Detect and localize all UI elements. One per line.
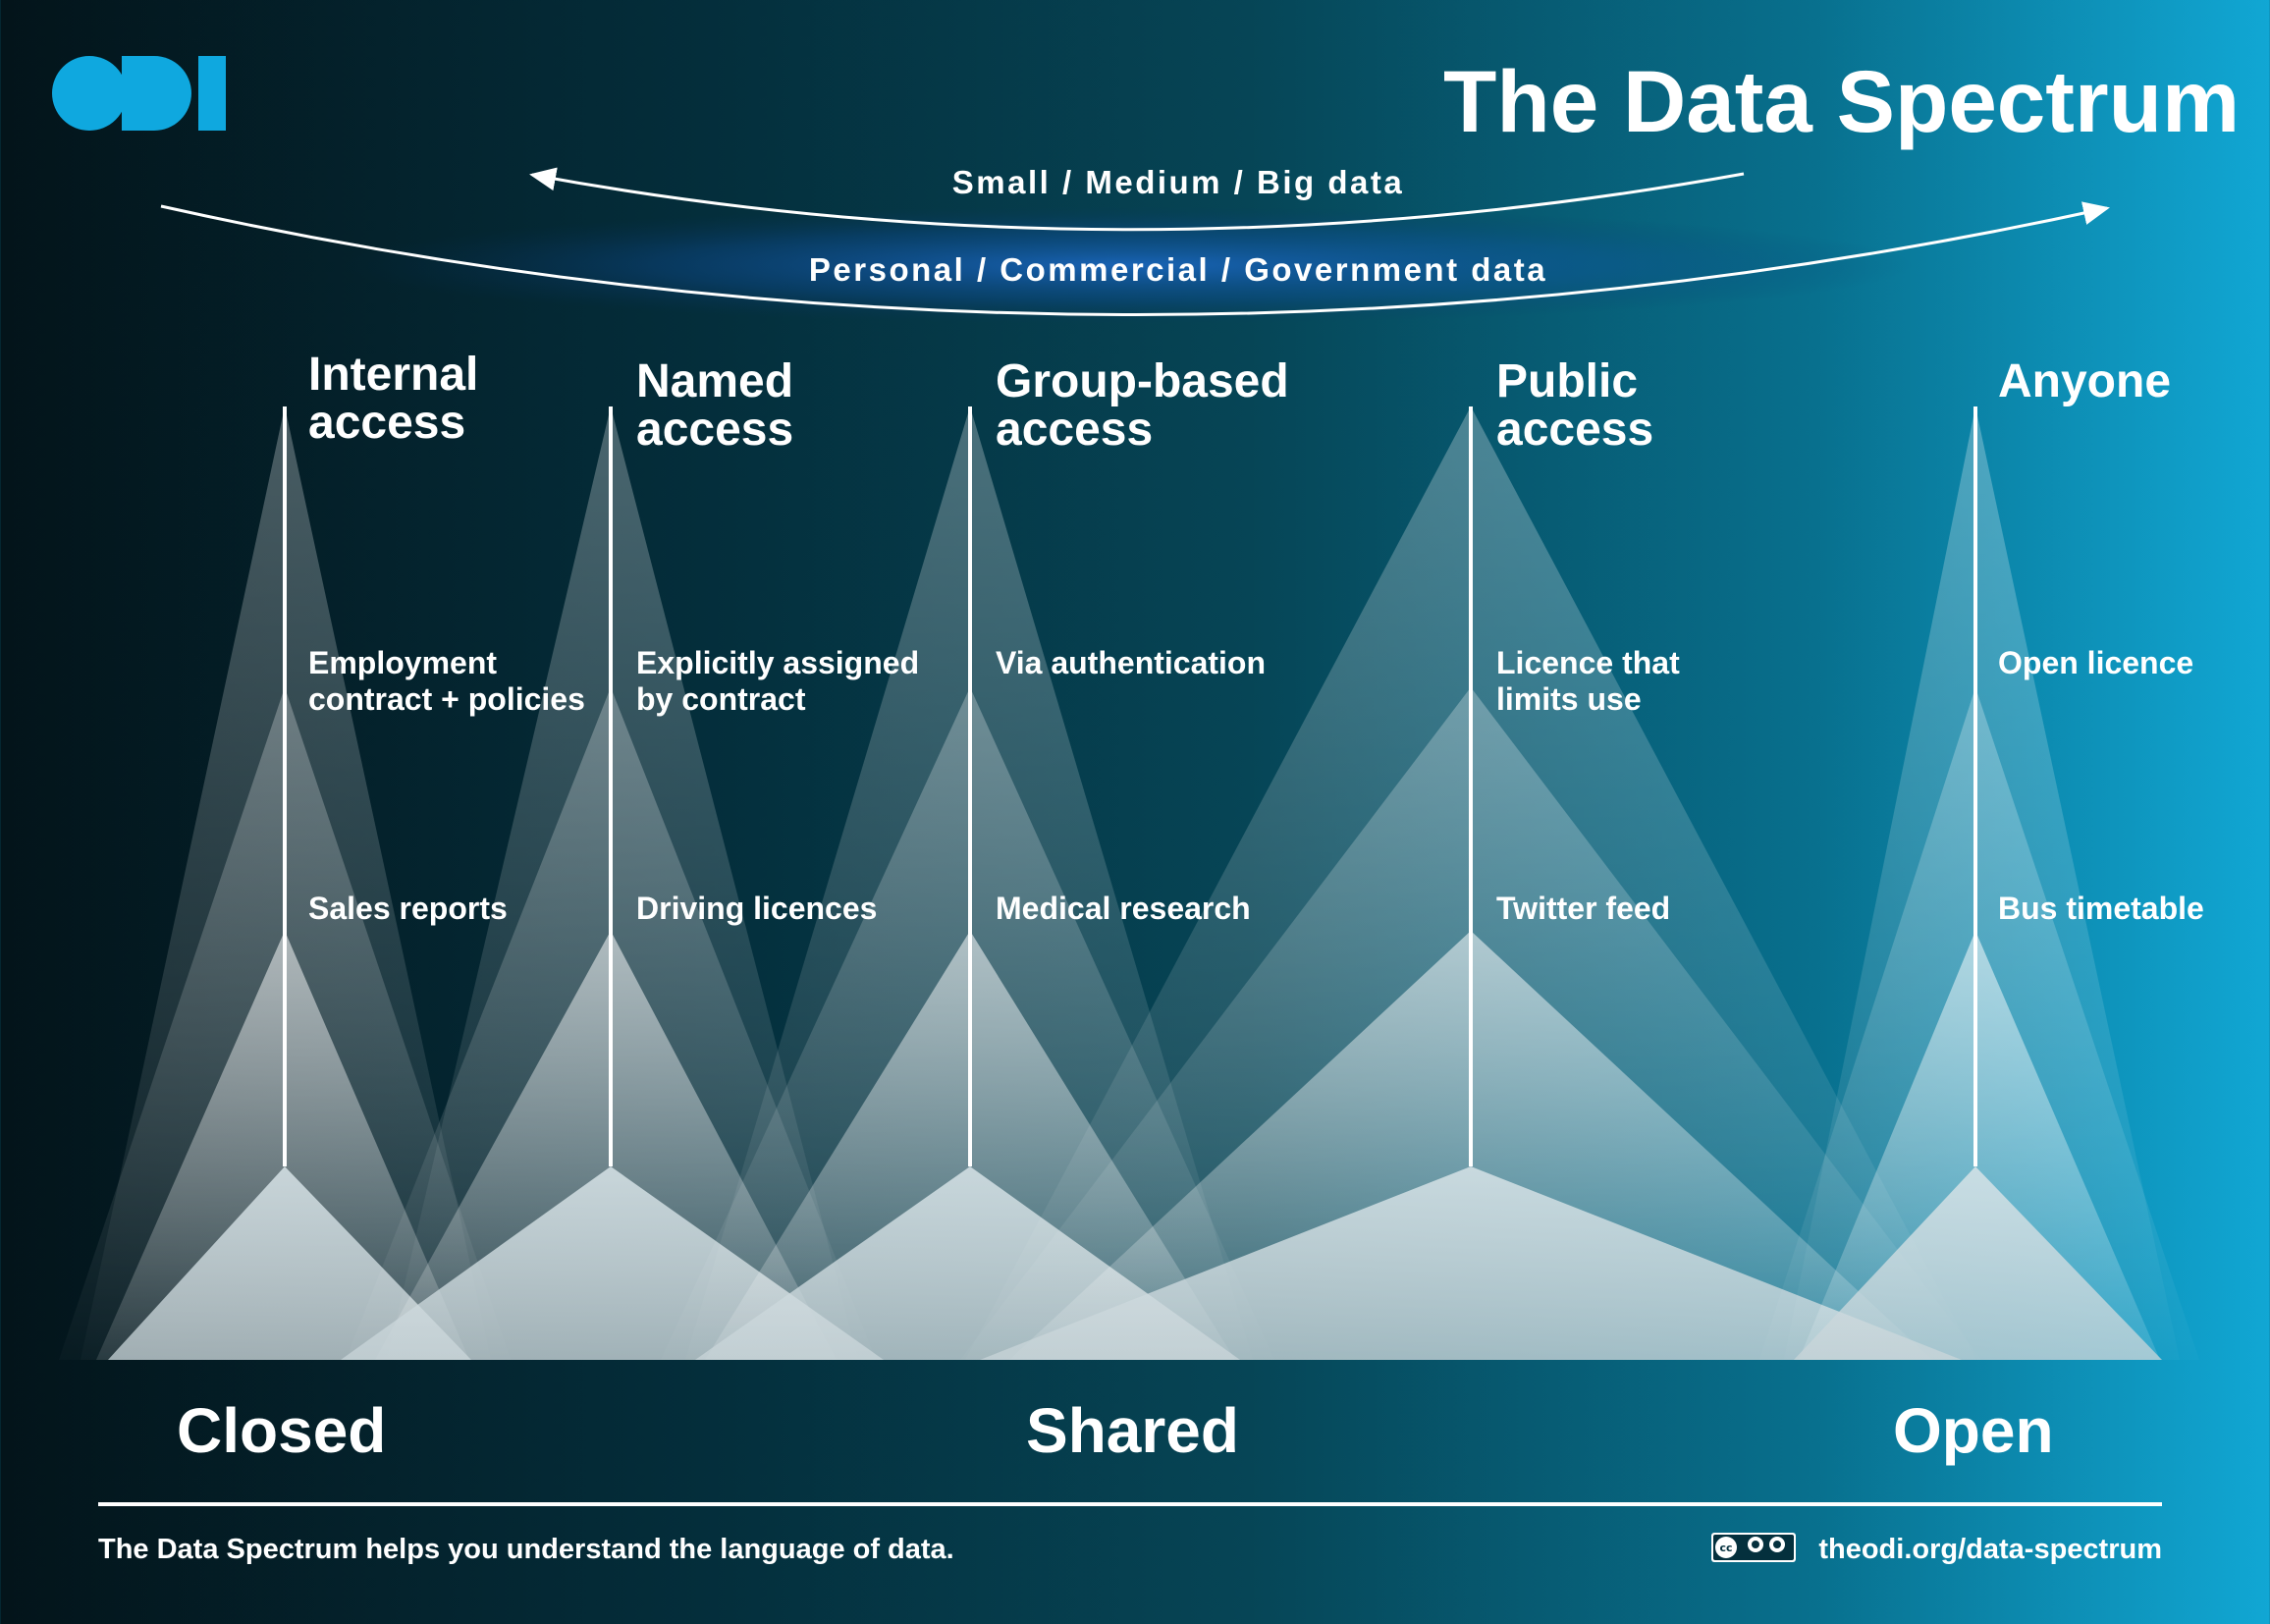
footer-divider bbox=[98, 1502, 2162, 1506]
beam-base-4 bbox=[1794, 1166, 2162, 1360]
column-condition: Via authentication bbox=[996, 645, 1267, 680]
axis-label-closed: Closed bbox=[177, 1395, 387, 1466]
column-example: Driving licences bbox=[636, 891, 878, 926]
size-arc-arrow bbox=[529, 167, 1745, 232]
type-arc-label: Personal / Commercial / Government data bbox=[808, 251, 1548, 288]
column-anyone: Anyone bbox=[1998, 357, 2270, 406]
beam-lower-4 bbox=[1799, 931, 2160, 1360]
column-title: Public access bbox=[1496, 355, 1654, 456]
arc-glow bbox=[344, 206, 1915, 324]
size-arc-label: Small / Medium / Big data bbox=[951, 164, 1405, 200]
column-group-based-access: Group-based access bbox=[996, 357, 1320, 454]
cc-by-sa-icon: cc bbox=[1711, 1533, 1796, 1562]
column-title: Group-based access bbox=[996, 355, 1289, 456]
data-types-arcs bbox=[160, 167, 2110, 324]
beam-base-3 bbox=[980, 1166, 1962, 1360]
odi-logo-mark bbox=[52, 56, 226, 131]
footer-tagline: The Data Spectrum helps you understand t… bbox=[98, 1534, 954, 1565]
type-arc-arrow bbox=[160, 201, 2110, 316]
beam-group bbox=[59, 406, 2199, 1360]
column-example: Medical research bbox=[996, 891, 1251, 926]
column-internal-access: Internal access bbox=[308, 351, 632, 447]
column-example: Twitter feed bbox=[1496, 891, 1671, 926]
svg-text:cc: cc bbox=[1719, 1542, 1732, 1554]
odi-logo bbox=[52, 56, 226, 131]
column-named-access: Named access bbox=[636, 357, 960, 454]
column-title: Anyone bbox=[1998, 355, 2172, 407]
axis-label-open: Open bbox=[1893, 1395, 2054, 1466]
column-example: Sales reports bbox=[308, 891, 508, 926]
column-condition: Employment contract + policies bbox=[308, 645, 585, 717]
page-title: The Data Spectrum bbox=[1443, 52, 2241, 150]
column-example: Bus timetable bbox=[1998, 891, 2204, 926]
footer-link[interactable]: theodi.org/data-spectrum bbox=[1818, 1534, 2162, 1565]
column-title: Internal access bbox=[308, 349, 479, 449]
column-condition: Explicitly assigned by contract bbox=[636, 645, 920, 717]
column-public-access: Public access bbox=[1496, 357, 1820, 454]
column-condition: Open licence bbox=[1998, 645, 2194, 680]
column-title: Named access bbox=[636, 355, 794, 456]
column-condition: Licence that limits use bbox=[1496, 645, 1680, 717]
axis-label-shared: Shared bbox=[1026, 1395, 1239, 1466]
